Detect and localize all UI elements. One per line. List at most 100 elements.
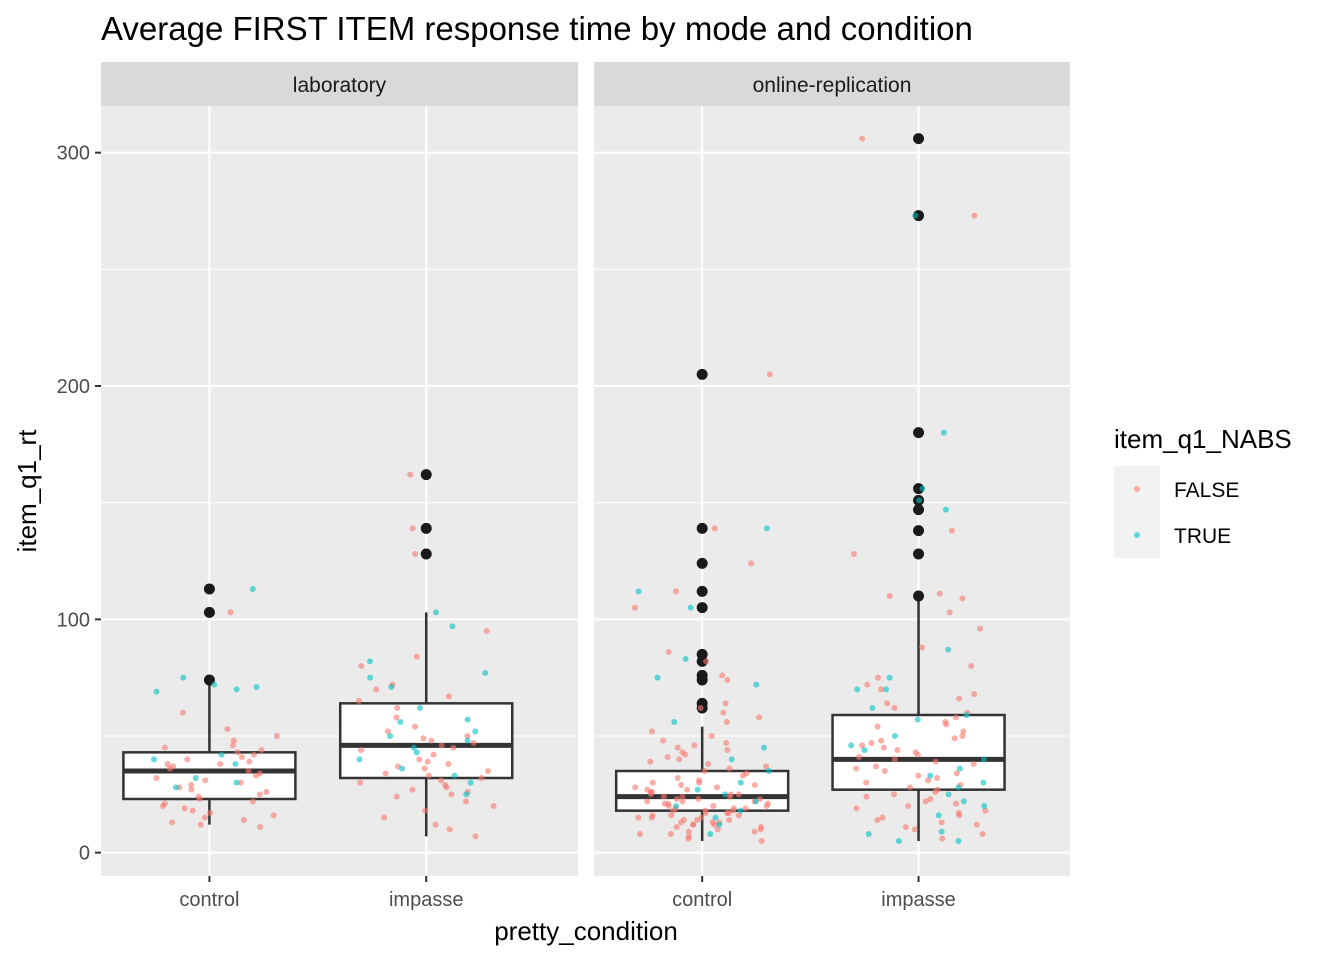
data-point-false xyxy=(856,754,863,760)
data-point-true xyxy=(482,670,489,676)
data-point-false xyxy=(878,737,885,744)
data-point-true xyxy=(472,728,479,735)
data-point-false xyxy=(425,772,432,779)
data-point-false xyxy=(635,814,642,821)
data-point-false xyxy=(927,796,934,802)
data-point-true xyxy=(451,772,458,779)
data-point-false xyxy=(250,751,257,758)
panel-online-replication: online-replication control impasse xyxy=(594,62,1070,911)
data-point-false xyxy=(483,628,490,634)
data-point-true xyxy=(955,784,962,791)
data-point-true xyxy=(671,719,678,725)
data-point-true xyxy=(399,765,406,772)
data-point-false xyxy=(631,604,638,611)
data-point-false xyxy=(412,723,419,730)
data-point-false xyxy=(948,527,955,534)
data-point-true xyxy=(722,791,729,798)
data-point-false xyxy=(270,812,277,819)
data-point-true xyxy=(912,212,919,219)
data-point-false xyxy=(982,807,989,814)
outlier-point xyxy=(696,557,708,569)
data-point-false xyxy=(660,737,667,744)
data-point-false xyxy=(684,786,691,793)
data-point-false xyxy=(472,833,479,840)
data-point-false xyxy=(936,590,943,597)
data-point-false xyxy=(179,709,186,716)
data-point-true xyxy=(464,737,471,744)
data-point-true xyxy=(463,791,470,798)
boxplot-laboratory-control xyxy=(122,583,297,825)
data-point-true xyxy=(672,803,679,809)
data-point-true xyxy=(388,684,395,690)
data-point-false xyxy=(217,761,224,767)
data-point-true xyxy=(233,779,240,786)
data-point-true xyxy=(883,686,890,693)
data-point-true xyxy=(387,733,394,739)
data-point-false xyxy=(153,775,160,781)
data-point-true xyxy=(914,716,921,723)
data-point-true xyxy=(869,705,876,711)
data-point-false xyxy=(850,551,857,557)
data-point-true xyxy=(960,798,967,805)
data-point-false xyxy=(438,742,445,749)
y-tick-label: 0 xyxy=(79,843,90,865)
data-point-true xyxy=(919,485,926,492)
data-point-false xyxy=(758,838,765,844)
data-point-false xyxy=(881,768,888,774)
data-point-false xyxy=(894,747,901,753)
x-tick-label-impasse: impasse xyxy=(389,889,463,911)
data-point-false xyxy=(703,658,710,665)
data-point-false xyxy=(919,644,926,651)
data-point-false xyxy=(906,784,913,791)
data-point-false xyxy=(382,770,389,777)
data-point-false xyxy=(890,791,897,798)
data-point-false xyxy=(971,691,978,697)
data-point-false xyxy=(724,747,731,753)
data-point-false xyxy=(355,698,362,704)
data-point-true xyxy=(935,812,942,819)
data-point-false xyxy=(196,796,203,802)
data-point-false xyxy=(393,714,400,721)
data-point-false xyxy=(891,705,898,711)
data-point-true xyxy=(753,681,760,688)
data-point-false xyxy=(373,686,380,693)
data-point-true xyxy=(397,719,404,725)
data-point-false xyxy=(257,824,264,830)
data-point-false xyxy=(946,609,953,616)
data-point-false xyxy=(874,723,881,730)
data-point-false xyxy=(667,831,674,837)
data-point-true xyxy=(848,742,855,749)
data-point-false xyxy=(432,821,439,828)
data-point-false xyxy=(665,649,672,655)
data-point-false xyxy=(678,782,685,788)
data-point-false xyxy=(189,807,196,814)
data-point-true xyxy=(192,775,199,781)
data-point-false xyxy=(874,817,881,823)
data-point-false xyxy=(464,733,471,739)
data-point-false xyxy=(394,705,401,711)
data-point-true xyxy=(763,525,770,532)
data-point-false xyxy=(723,740,730,746)
data-point-false xyxy=(714,826,721,833)
data-point-false xyxy=(763,763,770,770)
data-point-false xyxy=(953,800,960,807)
data-point-false xyxy=(878,686,885,693)
data-point-false xyxy=(648,728,655,735)
data-point-false xyxy=(207,810,214,816)
data-point-false xyxy=(273,733,280,739)
outlier-point xyxy=(696,669,708,681)
data-point-false xyxy=(679,798,686,805)
data-point-false xyxy=(632,784,639,791)
data-point-true xyxy=(356,756,363,763)
outlier-point xyxy=(913,590,925,602)
outlier-point xyxy=(420,548,432,560)
data-point-false xyxy=(853,805,860,812)
data-point-false xyxy=(253,772,260,779)
data-point-true xyxy=(752,798,759,805)
data-point-false xyxy=(724,810,731,816)
data-point-true xyxy=(737,779,744,786)
data-point-false xyxy=(939,835,946,842)
data-point-false xyxy=(679,793,686,800)
outlier-point xyxy=(696,522,708,534)
